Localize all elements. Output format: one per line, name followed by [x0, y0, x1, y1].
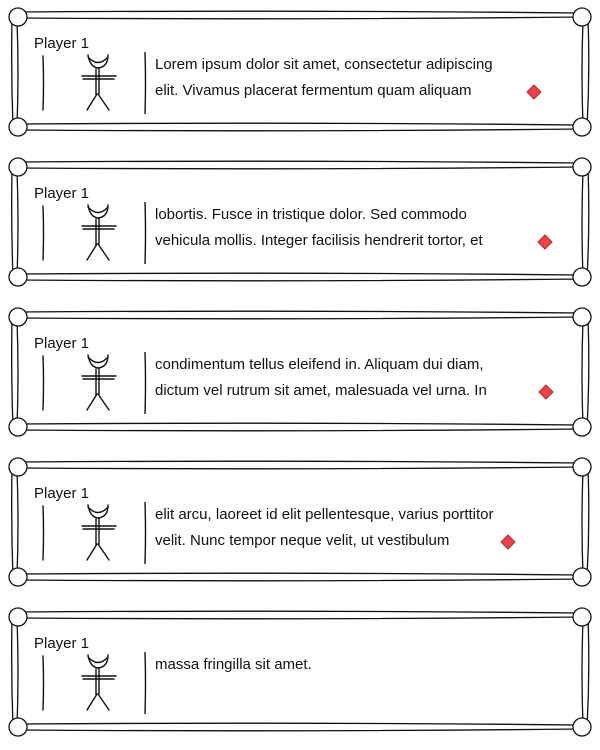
red-diamond-icon[interactable]	[526, 84, 542, 100]
dialogue-line: dictum vel rutrum sit amet, malesuada ve…	[155, 382, 487, 399]
divider-line	[144, 52, 147, 114]
sketch-frame	[8, 307, 592, 437]
stick-figure-icon	[42, 654, 117, 711]
dialogue-panel: Player 1 massa fringilla sit amet.	[8, 607, 592, 738]
dialogue-line: velit. Nunc tempor neque velit, ut vesti…	[155, 532, 450, 549]
stick-figure-icon	[42, 204, 117, 261]
dialogue-line: vehicula mollis. Integer facilisis hendr…	[155, 232, 483, 249]
dialogue-line: elit arcu, laoreet id elit pellentesque,…	[155, 506, 494, 523]
sketch-frame	[8, 457, 592, 587]
speaker-name: Player 1	[34, 185, 90, 202]
stick-figure-icon	[42, 504, 117, 561]
sketch-frame	[8, 607, 592, 737]
divider-line	[144, 352, 147, 414]
speaker-name: Player 1	[34, 35, 90, 52]
dialogue-line: Lorem ipsum dolor sit amet, consectetur …	[155, 56, 493, 73]
dialogue-panel: Player 1 elit arcu, laoreet id elit pell…	[8, 457, 592, 588]
red-diamond-icon[interactable]	[537, 234, 553, 250]
dialogue-text: Lorem ipsum dolor sit amet, consectetur …	[155, 52, 550, 104]
divider-line	[144, 502, 147, 564]
dialogue-panel: Player 1 Lorem ipsum dolor sit amet, con…	[8, 7, 592, 138]
speaker-name: Player 1	[34, 335, 90, 352]
divider-line	[144, 652, 147, 714]
red-diamond-icon[interactable]	[538, 384, 554, 400]
dialogue-text: condimentum tellus eleifend in. Aliquam …	[155, 352, 550, 404]
dialogue-line: massa fringilla sit amet.	[155, 656, 312, 673]
dialogue-text: elit arcu, laoreet id elit pellentesque,…	[155, 502, 550, 554]
dialogue-panel: Player 1 condimentum tellus eleifend in.…	[8, 307, 592, 438]
divider-line	[144, 202, 147, 264]
dialogue-line: elit. Vivamus placerat fermentum quam al…	[155, 82, 472, 99]
stick-figure-icon	[42, 354, 117, 411]
speaker-name: Player 1	[34, 635, 90, 652]
dialogue-line: condimentum tellus eleifend in. Aliquam …	[155, 356, 484, 373]
sketch-frame	[8, 7, 592, 137]
sketch-frame	[8, 157, 592, 287]
dialogue-text: massa fringilla sit amet.	[155, 652, 550, 678]
red-diamond-icon[interactable]	[500, 534, 516, 550]
speaker-name: Player 1	[34, 485, 90, 502]
dialogue-panel: Player 1 lobortis. Fusce in tristique do…	[8, 157, 592, 288]
stick-figure-icon	[42, 54, 117, 111]
dialogue-line: lobortis. Fusce in tristique dolor. Sed …	[155, 206, 467, 223]
dialogue-text: lobortis. Fusce in tristique dolor. Sed …	[155, 202, 550, 254]
